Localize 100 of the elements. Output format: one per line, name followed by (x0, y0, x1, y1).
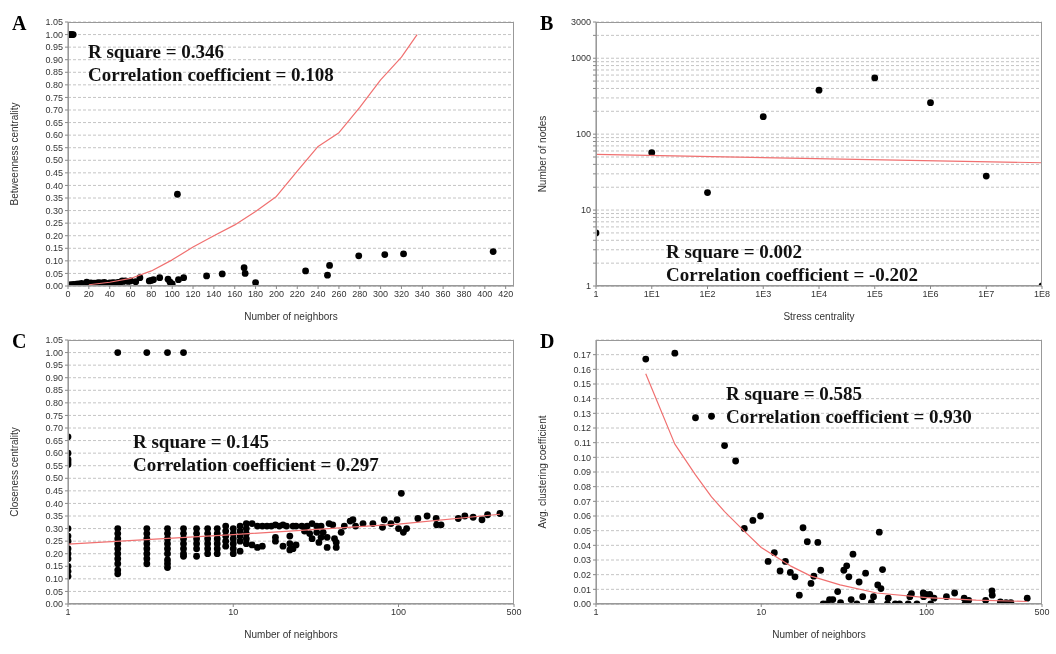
x-tick-label: 500 (1034, 607, 1050, 618)
x-tick-label: 1E4 (810, 289, 828, 300)
y-tick-label: 1 (585, 281, 591, 292)
x-tick-label: 240 (310, 289, 326, 300)
x-tick-label: 320 (393, 289, 409, 300)
y-tick-label: 1.00 (45, 347, 63, 358)
x-tick-label: 60 (125, 289, 136, 300)
x-tick-label: 1E8 (1033, 289, 1051, 300)
y-tick-label: 0.10 (45, 574, 63, 585)
x-tick-label: 360 (435, 289, 451, 300)
x-tick-label: 1E5 (866, 289, 883, 300)
y-tick-label: 0.55 (45, 142, 63, 153)
y-tick-label: 0.60 (45, 130, 63, 141)
x-axis-title: Stress centrality (783, 311, 855, 322)
y-tick-label: 0.95 (45, 42, 63, 53)
x-tick-label: 10 (228, 607, 239, 618)
y-tick-label: 0.45 (45, 486, 63, 497)
y-tick-label: 0.95 (45, 360, 63, 371)
x-tick-label: 420 (498, 289, 514, 300)
x-tick-label: 300 (373, 289, 389, 300)
y-tick-label: 0.03 (573, 555, 591, 566)
y-tick-label: 0.05 (573, 525, 591, 536)
y-tick-label: 0.80 (45, 80, 63, 91)
y-tick-label: 0.25 (45, 218, 63, 229)
y-tick-label: 0.08 (573, 481, 591, 492)
y-tick-label: 0.17 (573, 349, 591, 360)
y-tick-label: 3000 (570, 17, 591, 28)
y-tick-label: 0.50 (45, 473, 63, 484)
y-tick-label: 0.20 (45, 230, 63, 241)
x-tick-label: 100 (918, 607, 935, 618)
y-tick-label: 0.30 (45, 205, 63, 216)
x-tick-label: 120 (185, 289, 201, 300)
y-tick-label: 10 (580, 205, 591, 216)
annotation: R square = 0.145 (133, 430, 271, 453)
y-tick-label: 0.35 (45, 193, 63, 204)
annotation: R square = 0.002 (666, 240, 804, 263)
y-tick-label: 0.06 (573, 511, 591, 522)
y-tick-label: 0.02 (573, 569, 591, 580)
annotation: Correlation coefficient = -0.202 (666, 263, 919, 286)
x-tick-label: 200 (268, 289, 284, 300)
x-tick-label: 1E6 (922, 289, 939, 300)
y-tick-label: 0.45 (45, 168, 63, 179)
x-tick-label: 140 (206, 289, 222, 300)
chart-title: B (540, 12, 554, 35)
x-tick-label: 220 (289, 289, 305, 300)
y-tick-label: 1.05 (45, 17, 63, 28)
annotation: R square = 0.346 (88, 40, 226, 63)
y-tick-label: 0.70 (45, 423, 63, 434)
x-tick-label: 10 (756, 607, 767, 618)
x-tick-label: 20 (83, 289, 94, 300)
y-tick-label: 0.50 (45, 155, 63, 166)
y-tick-label: 100 (575, 129, 591, 140)
y-axis-title: Betweenness centrality (8, 102, 20, 206)
y-tick-label: 0.65 (45, 117, 63, 128)
y-tick-label: 0.00 (573, 599, 591, 610)
y-tick-label: 0.04 (573, 540, 591, 551)
y-tick-label: 0.60 (45, 448, 63, 459)
y-tick-label: 0.40 (45, 498, 63, 509)
y-tick-label: 0.40 (45, 180, 63, 191)
y-tick-label: 0.01 (573, 584, 591, 595)
y-tick-label: 0.12 (573, 423, 591, 434)
y-tick-label: 0.90 (45, 372, 63, 383)
x-tick-label: 0 (65, 289, 71, 300)
y-tick-label: 0.65 (45, 435, 63, 446)
y-tick-label: 0.00 (45, 281, 63, 292)
x-tick-label: 380 (456, 289, 472, 300)
x-tick-label: 100 (390, 607, 407, 618)
y-tick-label: 0.11 (574, 437, 591, 448)
annotation: Correlation coefficient = 0.930 (726, 405, 972, 428)
y-tick-label: 0.14 (573, 393, 591, 404)
y-tick-label: 1.05 (45, 335, 63, 346)
y-tick-label: 0.10 (45, 256, 63, 267)
x-tick-label: 400 (477, 289, 493, 300)
x-tick-label: 1E7 (978, 289, 995, 300)
y-tick-label: 0.09 (573, 467, 591, 478)
y-tick-label: 0.75 (45, 92, 63, 103)
y-tick-label: 0.85 (45, 385, 63, 396)
x-tick-label: 160 (227, 289, 243, 300)
x-tick-label: 80 (146, 289, 157, 300)
x-tick-label: 340 (414, 289, 430, 300)
x-axis-title: Number of neighbors (244, 311, 338, 322)
chart-title: C (12, 330, 27, 353)
annotation: R square = 0.585 (726, 382, 864, 405)
y-tick-label: 0.35 (45, 511, 63, 522)
y-tick-label: 0.55 (45, 460, 63, 471)
annotation: Correlation coefficient = 0.297 (133, 453, 379, 476)
y-tick-label: 0.00 (45, 599, 63, 610)
y-tick-label: 0.90 (45, 54, 63, 65)
y-tick-label: 0.16 (573, 364, 591, 375)
x-axis-title: Number of neighbors (244, 629, 338, 640)
x-tick-label: 1E1 (643, 289, 660, 300)
x-tick-label: 260 (331, 289, 347, 300)
x-axis-title: Number of neighbors (772, 629, 866, 640)
x-tick-label: 1 (593, 289, 599, 300)
y-tick-label: 0.75 (45, 410, 63, 421)
x-tick-label: 500 (506, 607, 522, 618)
y-tick-label: 0.20 (45, 548, 63, 559)
x-tick-label: 1E3 (755, 289, 772, 300)
y-tick-label: 0.05 (45, 268, 63, 279)
annotation: Correlation coefficient = 0.108 (88, 63, 334, 86)
